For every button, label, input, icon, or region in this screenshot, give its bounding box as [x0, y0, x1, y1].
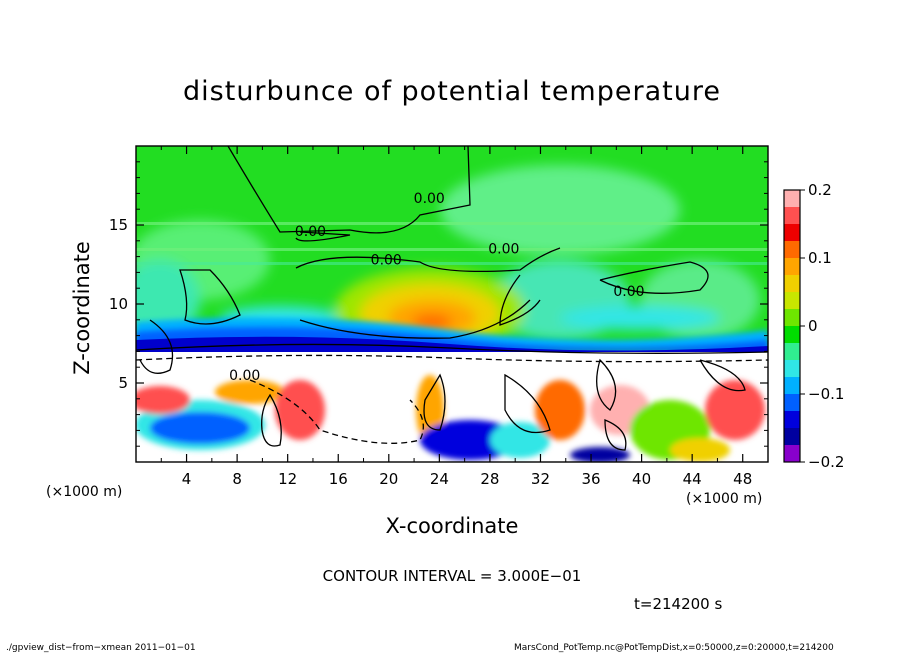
chart-title: disturbunce of potential temperature	[183, 76, 721, 107]
x-tick-label: 12	[278, 470, 297, 488]
y-tick-label: 10	[109, 295, 128, 313]
colorbar-swatch	[784, 411, 800, 429]
footer-source: MarsCond_PotTemp.nc@PotTempDist,x=0:5000…	[514, 643, 834, 653]
colorbar: 0.2 0.1 0 −0.1 −0.2	[783, 181, 844, 471]
contour-label: 0.00	[295, 224, 326, 240]
time-label: t=214200 s	[634, 595, 723, 613]
x-tick-label: 32	[531, 470, 550, 488]
colorbar-swatch	[784, 445, 800, 463]
colorbar-tick-label: 0	[808, 317, 818, 335]
colorbar-swatch	[784, 241, 800, 259]
contour-label: 0.00	[371, 253, 402, 269]
colorbar-tick-label: −0.1	[808, 385, 844, 403]
x-tick-label: 40	[632, 470, 651, 488]
x-axis: 4 8 12 16 20 24 28 32 36 40 44 48	[160, 146, 752, 488]
contour-label: 0.00	[488, 241, 519, 257]
colorbar-swatch	[784, 377, 800, 395]
x-tick-label: 48	[733, 470, 752, 488]
x-tick-label: 36	[581, 470, 600, 488]
colorbar-tick-label: 0.2	[808, 181, 832, 199]
colorbar-swatch	[784, 258, 800, 276]
colorbar-swatch	[784, 292, 800, 310]
contour-label: 0.00	[229, 368, 260, 384]
contour-labels: 0.00 0.00 0.00 0.00 0.00 0.00	[229, 191, 644, 384]
x-tick-label: 4	[182, 470, 192, 488]
colorbar-swatch	[784, 190, 800, 208]
colorbar-tick-label: −0.2	[808, 453, 844, 471]
x-unit-label-right: (×1000 m)	[686, 491, 763, 507]
colorbar-tick-label: 0.1	[808, 249, 832, 267]
colorbar-swatch	[784, 207, 800, 225]
footer-command: ./gpview_dist−from−xmean 2011−01−01	[6, 643, 196, 653]
x-tick-label: 24	[430, 470, 449, 488]
colorbar-swatch	[784, 394, 800, 412]
contour-lines	[136, 146, 768, 451]
colorbar-swatch	[784, 275, 800, 293]
x-tick-label: 8	[232, 470, 242, 488]
x-tick-label: 28	[480, 470, 499, 488]
colorbar-swatch	[784, 428, 800, 446]
colorbar-swatch	[784, 309, 800, 327]
contour-interval-label: CONTOUR INTERVAL = 3.000E−01	[322, 567, 582, 585]
y-tick-label: 5	[118, 374, 128, 392]
colorbar-swatch	[784, 360, 800, 378]
heatmap-field	[136, 146, 768, 462]
x-tick-label: 20	[379, 470, 398, 488]
y-axis: 5 10 15	[109, 161, 768, 447]
contour-label: 0.00	[613, 284, 644, 300]
x-unit-label-left: (×1000 m)	[46, 484, 123, 500]
x-axis-label: X-coordinate	[385, 514, 519, 538]
x-tick-label: 16	[329, 470, 348, 488]
x-tick-label: 44	[683, 470, 702, 488]
y-tick-label: 15	[109, 216, 128, 234]
colorbar-swatch	[784, 326, 800, 344]
colorbar-swatch	[784, 224, 800, 242]
colorbar-swatch	[784, 343, 800, 361]
contour-label: 0.00	[414, 191, 445, 207]
y-axis-label: Z-coordinate	[70, 241, 94, 375]
